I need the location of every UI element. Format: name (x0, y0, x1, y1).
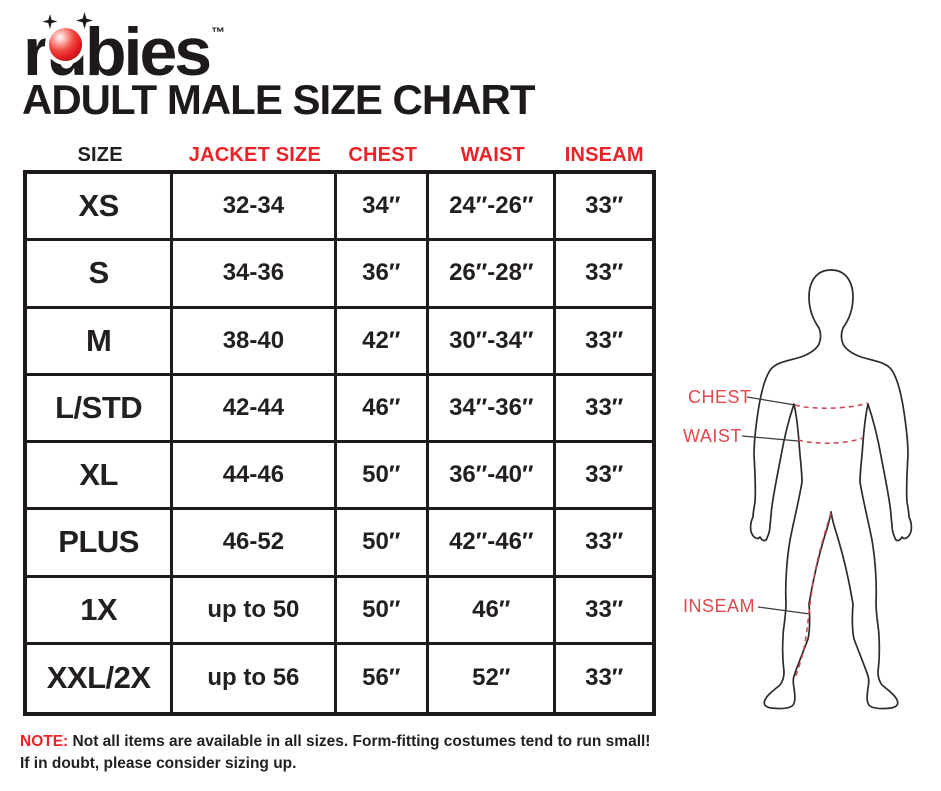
inseam-dash-line (794, 512, 832, 679)
size-cell: PLUS (27, 510, 174, 578)
logo-letter-r: r (23, 14, 50, 90)
header-jacket-size: JACKET SIZE (188, 144, 322, 166)
size-table: XS 32-34 34″ 24″-26″ 33″ S 34-36 36″ 26″… (23, 170, 656, 716)
chest-leader-line (746, 396, 796, 406)
note-text: Not all items are available in all sizes… (72, 733, 651, 750)
table-cell: 52″ (429, 644, 557, 712)
logo-letters-bies: bies (85, 14, 212, 90)
table-cell: 50″ (336, 510, 430, 578)
header-inseam: INSEAM (564, 144, 644, 166)
table-cell: 33″ (556, 309, 652, 376)
table-cell: 33″ (556, 174, 652, 242)
note-label: NOTE: (20, 733, 69, 750)
table-cell: 32-34 (173, 174, 337, 242)
size-cell: S (27, 241, 174, 309)
table-cell: 24″-26″ (429, 174, 557, 242)
header-waist: WAIST (460, 144, 525, 166)
body-outline (830, 269, 913, 710)
table-cell: up to 50 (173, 577, 337, 645)
ruby-ball-icon (48, 28, 82, 61)
table-cell: 33″ (556, 376, 652, 443)
footnote: NOTE: Not all items are available in all… (20, 731, 680, 775)
body-measurement-diagram: CHEST WAIST INSEAM (660, 240, 941, 732)
chest-dash-line (794, 402, 869, 409)
table-cell: 33″ (585, 664, 624, 692)
inseam-label: INSEAM (683, 596, 755, 616)
table-cell: 26″-28″ (429, 241, 557, 309)
footnote-line1: NOTE: Not all items are available in all… (20, 731, 680, 753)
table-cell: 42″-46″ (429, 510, 557, 578)
page-title: ADULT MALE SIZE CHART (22, 76, 536, 123)
waist-label: WAIST (683, 426, 742, 446)
size-cell: L/STD (27, 375, 174, 443)
trademark-symbol: ™ (211, 24, 226, 40)
table-cell: 36″ (336, 241, 430, 309)
rubies-logo: rubies™ (23, 0, 226, 88)
size-table-header: SIZE JACKET SIZE CHEST WAIST INSEAM (23, 142, 656, 169)
size-cell: XS (27, 174, 174, 242)
inseam-leader-line (757, 606, 811, 615)
table-cell: 33″ (556, 578, 652, 645)
header-size: SIZE (77, 144, 123, 166)
table-cell: 44-46 (173, 443, 337, 511)
table-cell: up to 56 (173, 644, 337, 712)
table-cell: 46-52 (173, 510, 337, 578)
chest-label: CHEST (688, 387, 752, 407)
table-cell: 34″-36″ (429, 375, 557, 443)
logo-letter-u: u (42, 12, 94, 88)
table-cell: 33″ (556, 443, 652, 511)
table-cell: 42″ (336, 308, 430, 376)
table-cell: 36″-40″ (429, 443, 557, 511)
table-cell: 46″ (429, 577, 557, 645)
size-cell: M (27, 308, 174, 376)
table-cell: 50″ (336, 443, 430, 511)
table-cell: 38-40 (173, 308, 337, 376)
size-cell: XXL/2X (27, 644, 174, 712)
footnote-line2: If in doubt, please consider sizing up. (20, 755, 297, 772)
table-cell: 30″-34″ (429, 308, 557, 376)
table-cell: 42-44 (173, 375, 337, 443)
header-chest: CHEST (348, 144, 418, 166)
table-cell: 34-36 (173, 241, 337, 309)
table-cell: 50″ (336, 577, 430, 645)
size-cell: 1X (27, 577, 174, 645)
table-cell: 33″ (556, 241, 652, 309)
waist-leader-line (741, 435, 799, 442)
table-cell: 56″ (337, 644, 430, 712)
table-cell: 33″ (556, 510, 652, 578)
size-cell: XL (27, 443, 174, 511)
table-cell: 34″ (336, 174, 430, 242)
table-cell: 46″ (336, 375, 430, 443)
